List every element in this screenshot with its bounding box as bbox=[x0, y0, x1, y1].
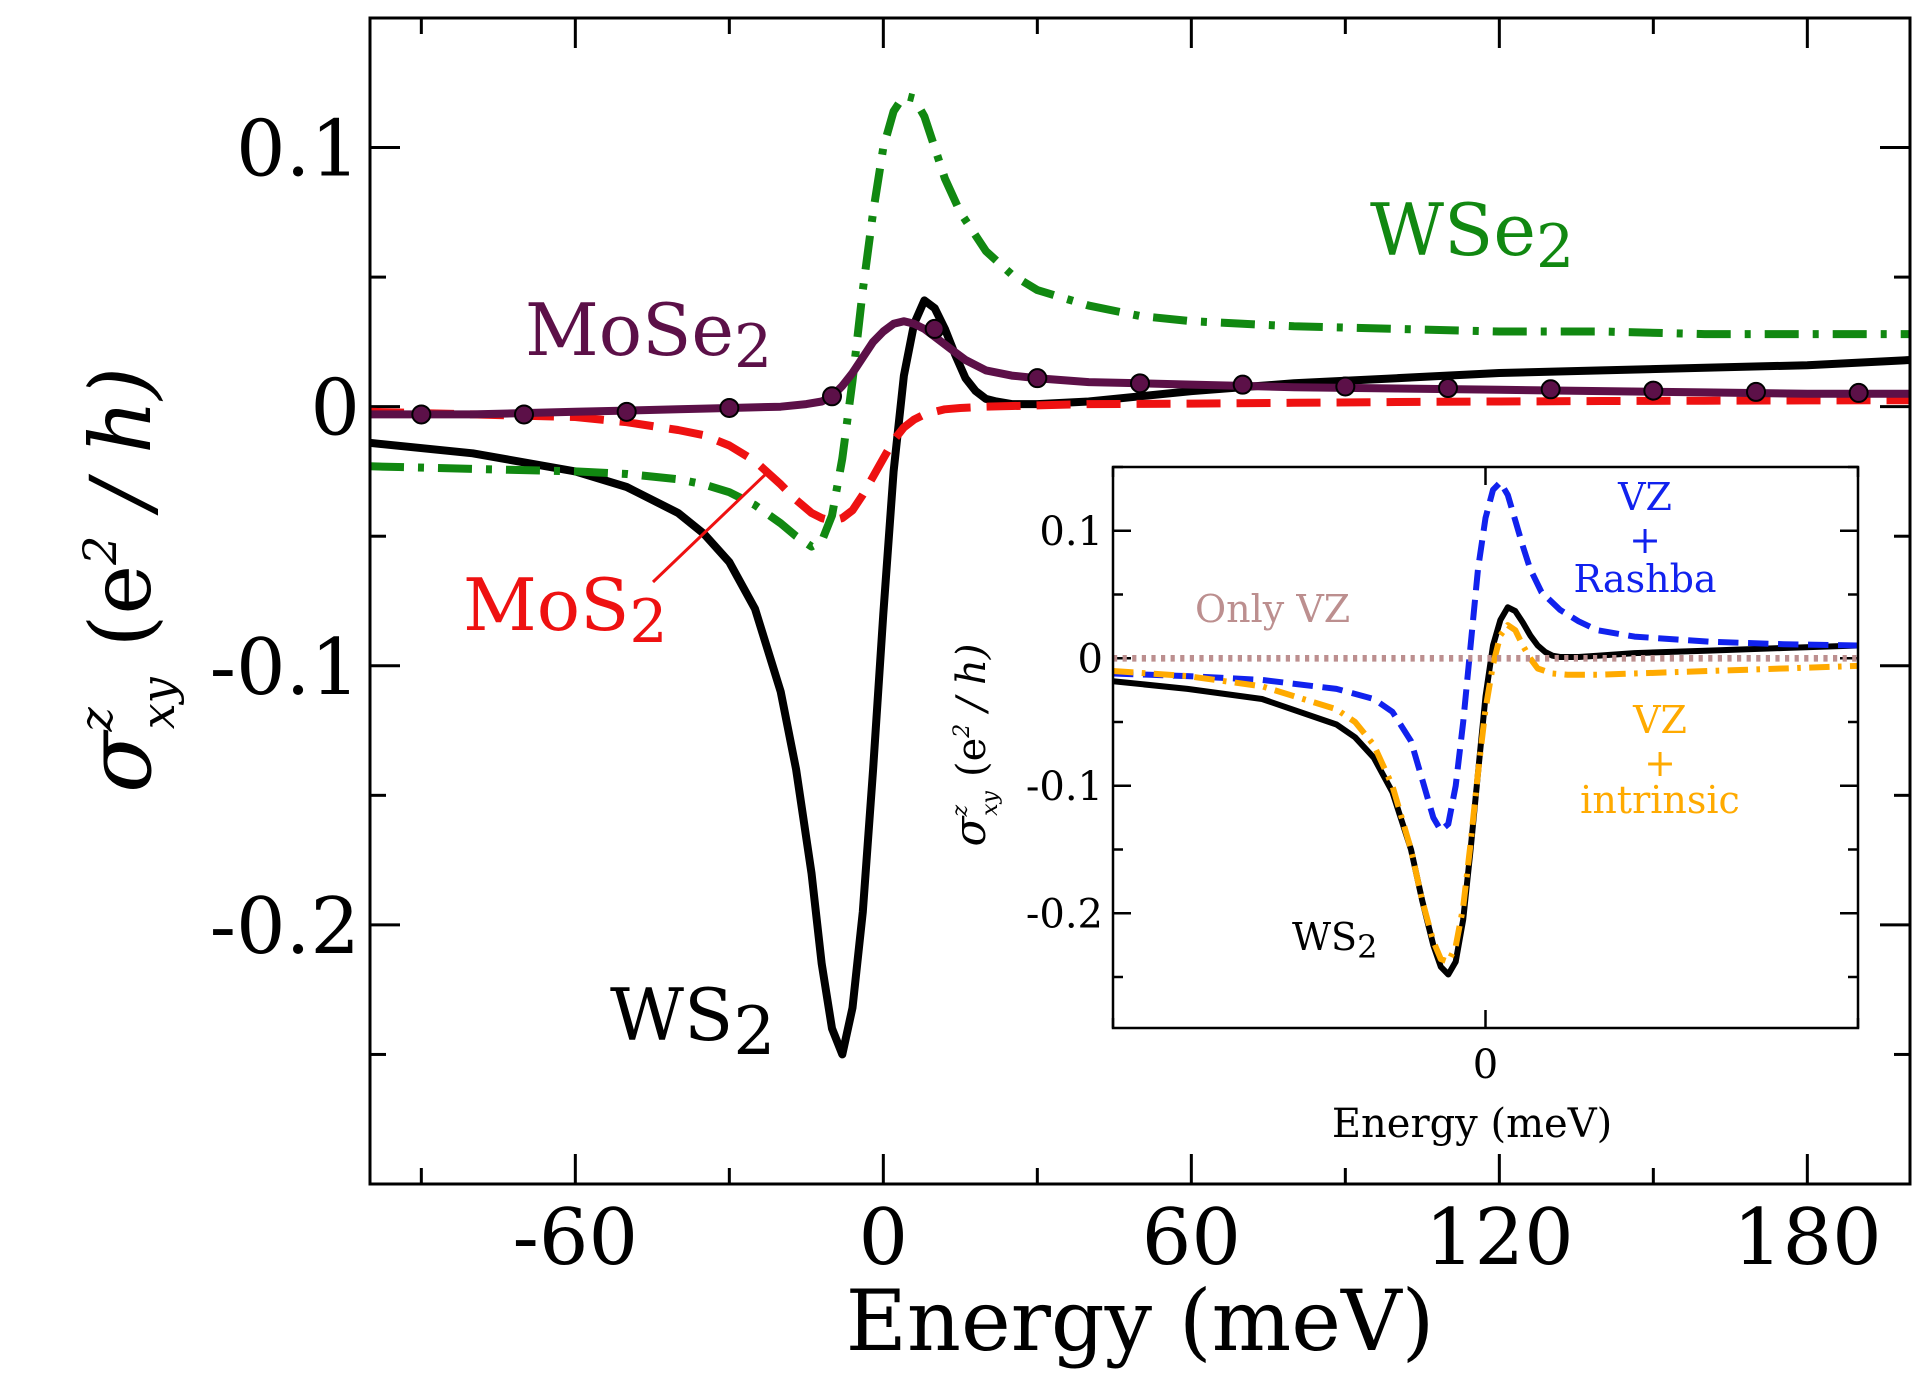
svg-text:VZ: VZ bbox=[1632, 698, 1687, 742]
x-axis-title: Energy (meV) bbox=[846, 1272, 1435, 1370]
series-line-vz-rashba bbox=[1113, 479, 1858, 834]
series-marker-mose2 bbox=[719, 397, 740, 418]
svg-text:intrinsic: intrinsic bbox=[1580, 778, 1740, 822]
series-marker-mose2 bbox=[616, 401, 637, 422]
inset-vz-intrinsic-label: VZ + intrinsic bbox=[1580, 698, 1740, 822]
series-marker-mose2 bbox=[924, 318, 945, 339]
main-series-layer bbox=[370, 91, 1910, 1059]
y-tick-label: -0.2 bbox=[210, 882, 360, 972]
y-tick-label: -0.2 bbox=[1026, 891, 1103, 937]
inset-only-vz-label: Only VZ bbox=[1195, 587, 1350, 631]
main-ticks bbox=[370, 16, 1910, 1186]
main-plot: -60 0 60 120 180 -0.2 -0.1 0 0.1 WSe2 MoSe2 MoS2… bbox=[67, 16, 1912, 1370]
y-tick-label: 0 bbox=[1078, 636, 1103, 682]
series-line-vz-intrinsic bbox=[1113, 622, 1858, 965]
series-marker-mose2 bbox=[1540, 379, 1561, 400]
inset-ws2-label: WS2 bbox=[1292, 915, 1377, 966]
inset-vz-rashba-label: VZ + Rashba bbox=[1573, 475, 1716, 601]
inset-y-axis-title: σz xy(e2 / h) bbox=[945, 643, 1003, 846]
series-marker-mose2 bbox=[1438, 378, 1458, 399]
y-tick-label: -0.1 bbox=[1026, 764, 1103, 810]
series-marker-mose2 bbox=[411, 404, 432, 425]
svg-text:Rashba: Rashba bbox=[1573, 557, 1716, 601]
inset-background bbox=[1113, 467, 1858, 1028]
mos2-label: MoS2 bbox=[463, 563, 668, 657]
y-tick-label: 0 bbox=[310, 364, 360, 454]
main-tick-labels: -60 0 60 120 180 -0.2 -0.1 0 0.1 bbox=[210, 105, 1882, 1283]
series-marker-mose2 bbox=[1643, 380, 1664, 401]
wse2-label: WSe2 bbox=[1370, 188, 1574, 282]
series-marker-mose2 bbox=[1130, 373, 1150, 394]
inset-plot-frame bbox=[1111, 465, 1860, 1030]
series-marker-mose2 bbox=[1335, 376, 1356, 397]
x-tick-label: 60 bbox=[1142, 1193, 1241, 1283]
inset-plot: 0 -0.2 -0.1 0 0.1 Only VZ VZ + Rashba VZ + i… bbox=[945, 465, 1860, 1147]
y-tick-label: 0.1 bbox=[236, 105, 360, 195]
svg-text:+: + bbox=[1629, 518, 1661, 562]
series-marker-mose2 bbox=[822, 386, 842, 407]
y-axis-title: σz xy(e2 / h) bbox=[67, 367, 185, 793]
series-line-mos2 bbox=[370, 396, 1910, 525]
y-tick-label: 0.1 bbox=[1039, 509, 1103, 555]
series-line-wse2 bbox=[370, 91, 1910, 551]
svg-text:VZ: VZ bbox=[1617, 475, 1672, 519]
x-tick-label: 180 bbox=[1733, 1193, 1882, 1283]
x-tick-label: 0 bbox=[859, 1193, 909, 1283]
mose2-label: MoSe2 bbox=[525, 288, 772, 382]
series-marker-mose2 bbox=[1848, 382, 1869, 403]
series-marker-mose2 bbox=[1027, 368, 1048, 389]
x-tick-label: -60 bbox=[513, 1193, 639, 1283]
x-tick-label: 120 bbox=[1425, 1193, 1574, 1283]
x-tick-label: 0 bbox=[1473, 1042, 1498, 1088]
svg-text:+: + bbox=[1644, 741, 1676, 785]
series-marker-mose2 bbox=[514, 404, 534, 425]
inset-tick-labels: 0 -0.2 -0.1 0 0.1 bbox=[1026, 509, 1498, 1088]
inset-x-axis-title: Energy (meV) bbox=[1332, 1101, 1612, 1147]
ws2-label: WS2 bbox=[610, 973, 775, 1070]
series-marker-mose2 bbox=[1232, 374, 1253, 395]
inset-series-layer bbox=[1113, 479, 1858, 978]
main-plot-frame bbox=[368, 16, 1912, 1186]
series-marker-mose2 bbox=[1746, 381, 1766, 402]
mos2-label-pointer bbox=[651, 468, 772, 584]
y-tick-label: -0.1 bbox=[210, 623, 360, 713]
